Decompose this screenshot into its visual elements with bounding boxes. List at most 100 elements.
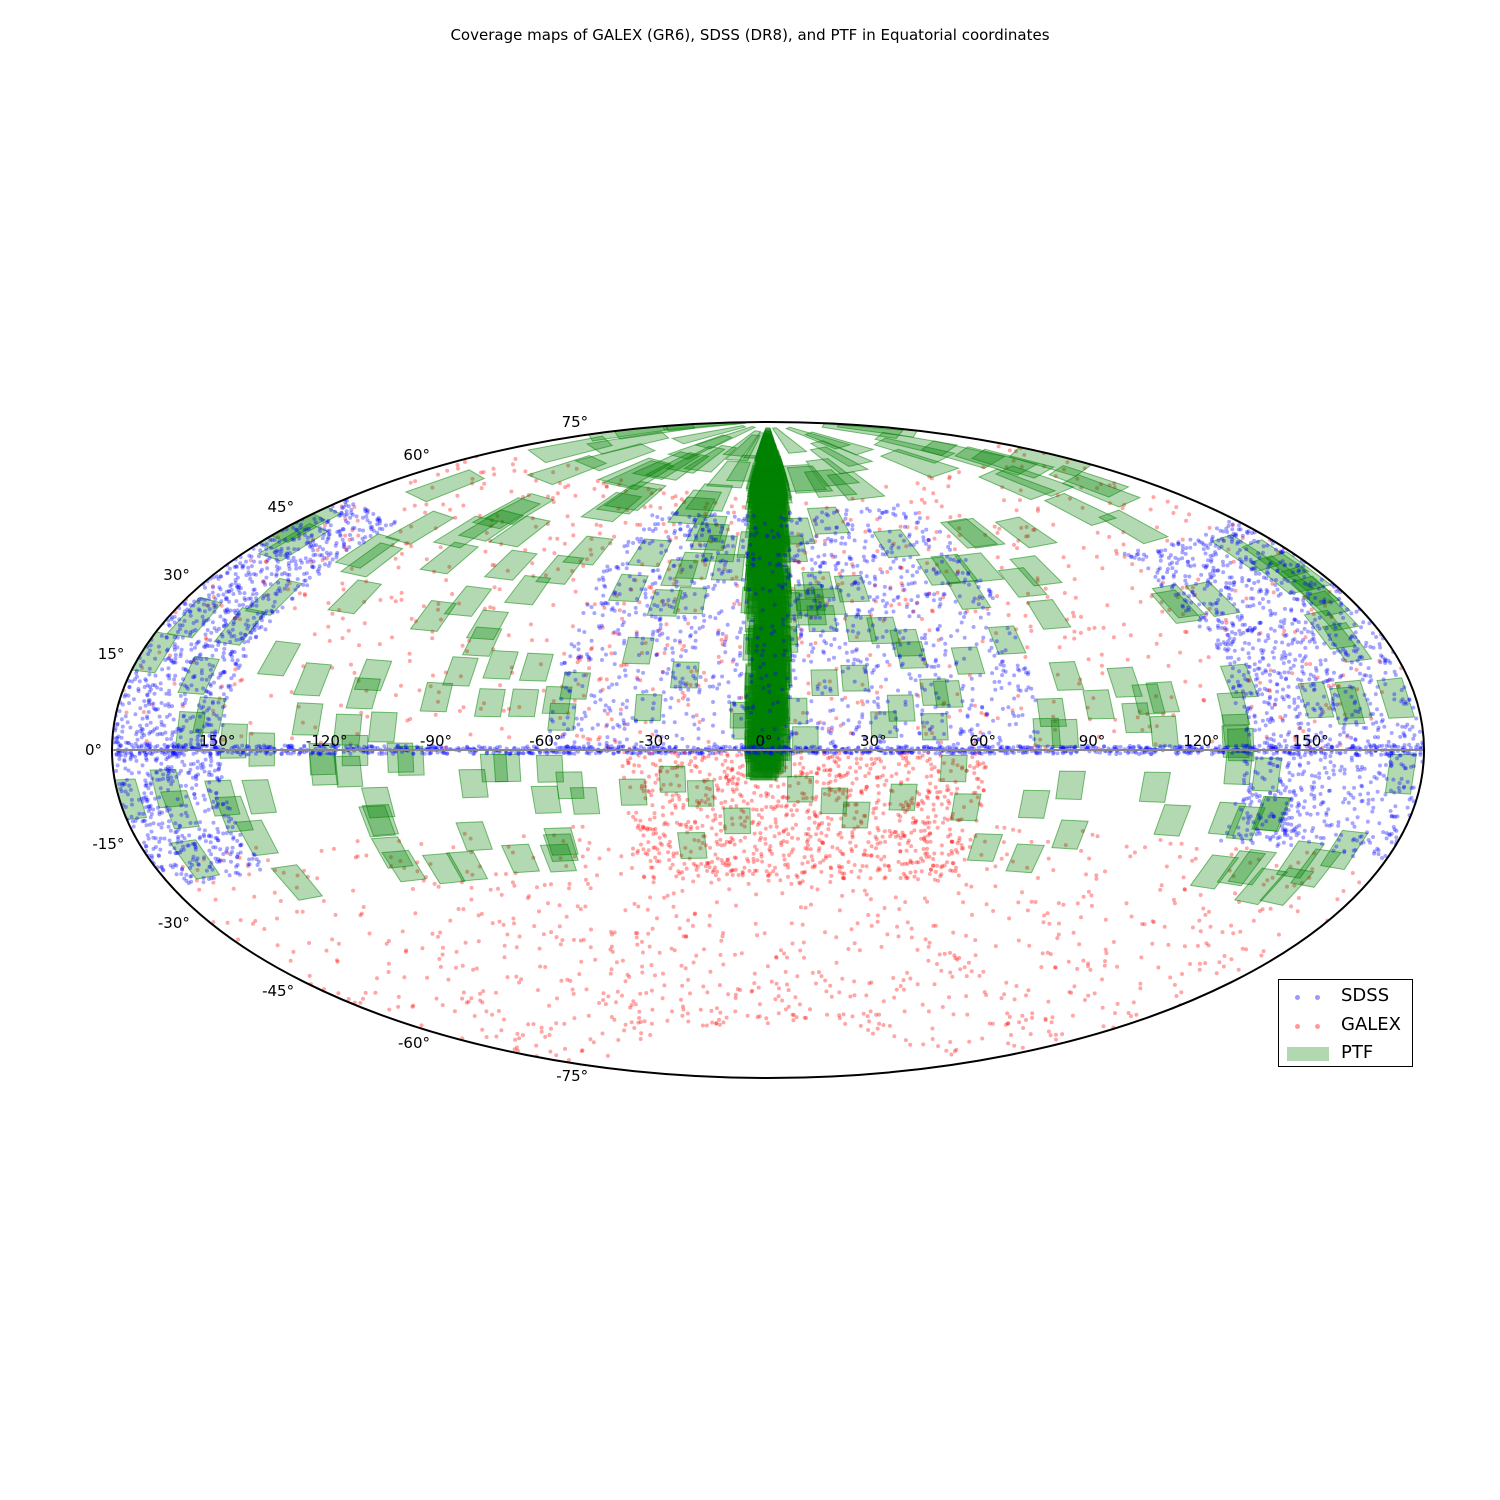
sdss-point [851,623,856,628]
galex-point [784,827,789,832]
sdss-point [805,719,810,724]
galex-point [1207,525,1212,530]
galex-point [659,842,664,847]
sdss-point [683,594,688,599]
galex-point [673,760,678,765]
galex-point [211,708,216,713]
galex-point [1011,859,1015,864]
galex-point [1020,1013,1025,1018]
sdss-point [945,554,950,559]
galex-point [739,951,744,956]
galex-point [786,865,791,870]
galex-point [868,653,873,657]
galex-point [1073,595,1078,600]
galex-point [773,997,778,1002]
galex-point [551,470,556,475]
sdss-point [692,665,697,670]
galex-point [346,997,351,1001]
galex-point [1207,909,1211,914]
galex-point [903,810,908,815]
galex-point [544,638,549,643]
galex-point [631,999,636,1004]
sdss-point [188,716,193,721]
sdss-point [876,644,880,649]
sdss-point [805,540,810,545]
galex-point [403,949,408,954]
galex-point [730,777,735,782]
sdss-point [915,703,920,708]
galex-point [300,909,305,914]
galex-point [663,820,668,825]
galex-point [400,929,405,934]
sdss-point [194,661,199,666]
galex-point [710,870,715,875]
galex-point [882,906,887,910]
galex-point [600,1031,605,1036]
galex-point [1056,932,1061,937]
sdss-point [730,734,735,738]
ptf-field [841,801,871,829]
galex-point [874,846,878,851]
galex-point [803,846,808,851]
sdss-point [754,526,759,531]
galex-point [543,965,548,969]
galex-point [419,842,424,846]
sdss-point [625,698,630,703]
galex-point [683,822,688,827]
sdss-point [785,676,790,681]
galex-point [681,1004,685,1009]
ptf-field [535,754,565,783]
galex-point [281,870,286,875]
galex-point [355,854,360,859]
galex-point [809,885,814,890]
galex-point [921,859,925,863]
sdss-point [194,687,199,692]
galex-point [922,500,927,505]
galex-point [622,775,627,780]
sdss-point [660,517,665,522]
galex-point [692,912,697,917]
galex-point [826,822,831,827]
galex-point [581,563,586,568]
galex-point [444,578,449,583]
galex-point [570,987,575,992]
galex-point [670,495,675,500]
galex-point [605,745,610,750]
sdss-point [920,720,925,725]
sdss-point [177,617,182,622]
sdss-point [749,680,754,684]
galex-point [807,815,812,820]
galex-point [824,989,829,994]
galex-point [781,794,786,799]
sdss-point [811,627,816,632]
sdss-point [844,562,849,566]
galex-point [1197,967,1202,972]
galex-point [673,751,678,756]
galex-point [953,848,958,852]
sdss-point [172,677,177,682]
galex-point [617,608,622,613]
galex-point [650,1007,655,1012]
galex-point [698,807,703,812]
sdss-point [885,601,889,606]
galex-point [294,885,299,890]
galex-point [1039,965,1044,970]
galex-point [291,949,296,954]
galex-point [901,750,906,755]
sdss-point [233,572,238,577]
sdss-point [784,523,789,528]
galex-point [924,854,929,859]
galex-point [525,896,530,901]
galex-point [995,716,1000,721]
sdss-point [822,553,827,558]
galex-point [967,1039,972,1044]
galex-point [405,718,410,723]
sdss-point [622,641,626,646]
sdss-point [673,638,677,643]
galex-point [923,937,928,942]
sdss-point [637,546,642,551]
galex-point [1012,1043,1017,1048]
galex-point [519,977,524,982]
sdss-point [840,535,845,540]
galex-point [919,869,924,874]
